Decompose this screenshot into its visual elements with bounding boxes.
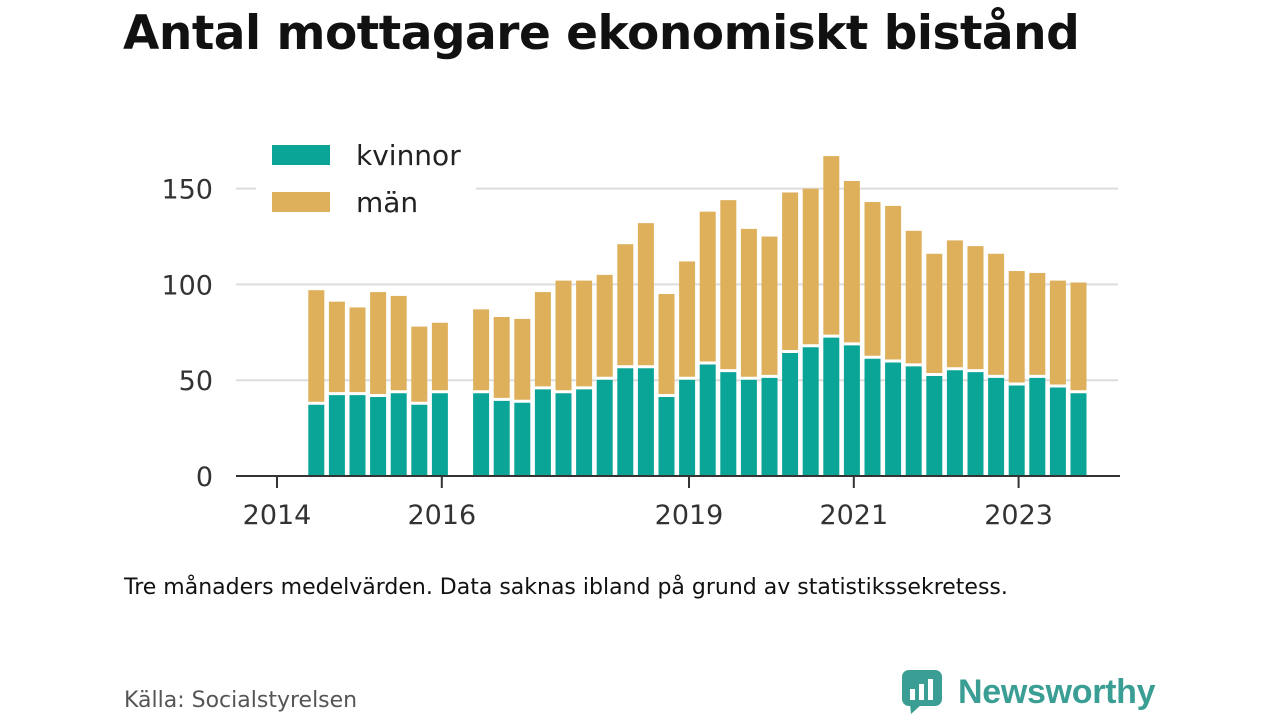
- bar-kvinnor: [740, 378, 757, 476]
- y-tick-label: 150: [161, 175, 213, 206]
- bars: [307, 156, 1087, 476]
- bar-man: [1008, 271, 1025, 385]
- bar-man: [905, 230, 922, 365]
- bar-man: [308, 290, 325, 404]
- bar-kvinnor: [1008, 384, 1025, 476]
- bar-kvinnor: [864, 357, 881, 476]
- bar-man: [1029, 272, 1046, 377]
- legend-swatch-man: [272, 192, 330, 212]
- bar-man: [637, 223, 654, 367]
- axes: 0 50 100 150 2014 2016 2019 2021 2023: [161, 175, 1120, 531]
- bar-kvinnor: [431, 391, 448, 476]
- bar-kvinnor: [761, 376, 778, 476]
- bar-kvinnor: [514, 401, 531, 476]
- bar-kvinnor: [555, 391, 572, 476]
- bar-man: [864, 202, 881, 358]
- bar-man: [596, 274, 613, 379]
- bar-man: [1070, 282, 1087, 392]
- x-tick-label: 2019: [655, 500, 724, 531]
- bar-kvinnor: [802, 345, 819, 476]
- y-tick-label: 50: [179, 366, 213, 397]
- bar-kvinnor: [411, 403, 428, 476]
- bar-kvinnor: [905, 364, 922, 476]
- chart-title: Antal mottagare ekonomiskt bistånd: [123, 6, 1080, 61]
- bar-man: [823, 156, 840, 337]
- bar-kvinnor: [885, 361, 902, 476]
- bar-man: [658, 294, 675, 396]
- chart-note: Tre månaders medelvärden. Data saknas ib…: [124, 575, 1008, 600]
- bar-kvinnor: [390, 391, 407, 476]
- bar-kvinnor: [823, 336, 840, 476]
- bar-man: [411, 326, 428, 404]
- bar-kvinnor: [988, 376, 1005, 476]
- bar-man: [782, 192, 799, 352]
- bar-kvinnor: [679, 378, 696, 476]
- bar-kvinnor: [596, 378, 613, 476]
- bar-man: [761, 236, 778, 377]
- bar-man: [720, 200, 737, 371]
- bar-man: [576, 280, 593, 388]
- bar-man: [843, 180, 860, 344]
- bar-kvinnor: [308, 403, 325, 476]
- bar-man: [679, 261, 696, 379]
- bar-kvinnor: [658, 395, 675, 476]
- y-tick-label: 100: [161, 270, 213, 301]
- bar-kvinnor: [1070, 391, 1087, 476]
- bar-kvinnor: [699, 362, 716, 476]
- newsworthy-logo-icon: [902, 670, 942, 714]
- bar-kvinnor: [576, 387, 593, 476]
- y-tick-label: 0: [196, 462, 213, 493]
- bar-man: [699, 211, 716, 363]
- bar-kvinnor: [946, 368, 963, 476]
- bar-kvinnor: [370, 395, 387, 476]
- bar-kvinnor: [720, 370, 737, 476]
- bar-kvinnor: [328, 393, 345, 476]
- bar-kvinnor: [967, 370, 984, 476]
- bar-man: [946, 240, 963, 369]
- bar-man: [967, 246, 984, 371]
- bar-man: [740, 228, 757, 379]
- bar-man: [370, 292, 387, 396]
- brand-name: Newsworthy: [958, 672, 1156, 711]
- bar-man: [493, 317, 510, 400]
- bar-man: [1049, 280, 1066, 386]
- brand-logo: Newsworthy: [902, 668, 1156, 716]
- x-tick-label: 2016: [407, 500, 476, 531]
- bar-man: [926, 253, 943, 375]
- bar-man: [555, 280, 572, 392]
- bar-kvinnor: [926, 374, 943, 476]
- bar-kvinnor: [617, 366, 634, 476]
- legend: kvinnor män: [256, 136, 476, 219]
- bar-kvinnor: [782, 351, 799, 476]
- legend-swatch-kvinnor: [272, 145, 330, 165]
- x-tick-label: 2021: [819, 500, 888, 531]
- bar-kvinnor: [637, 366, 654, 476]
- x-tick-label: 2023: [984, 500, 1053, 531]
- legend-label-kvinnor: kvinnor: [356, 139, 461, 172]
- bar-kvinnor: [1049, 385, 1066, 476]
- bar-kvinnor: [843, 343, 860, 476]
- bar-man: [988, 253, 1005, 377]
- bar-kvinnor: [349, 393, 366, 476]
- x-tick-label: 2014: [243, 500, 312, 531]
- stacked-bar-chart: 0 50 100 150 2014 2016 2019 2021 2023 kvinnor män: [161, 136, 1120, 531]
- legend-label-man: män: [356, 186, 418, 219]
- bar-man: [328, 301, 345, 394]
- bar-kvinnor: [1029, 376, 1046, 476]
- bar-man: [617, 244, 634, 367]
- bar-man: [885, 205, 902, 362]
- bar-man: [802, 188, 819, 346]
- bar-kvinnor: [534, 387, 551, 476]
- bar-man: [349, 307, 366, 394]
- bar-man: [390, 295, 407, 392]
- bar-man: [473, 309, 490, 392]
- bar-man: [431, 322, 448, 392]
- bar-kvinnor: [473, 391, 490, 476]
- bar-man: [514, 318, 531, 402]
- bar-kvinnor: [493, 399, 510, 476]
- source-credit: Källa: Socialstyrelsen: [124, 688, 358, 713]
- bar-man: [534, 292, 551, 388]
